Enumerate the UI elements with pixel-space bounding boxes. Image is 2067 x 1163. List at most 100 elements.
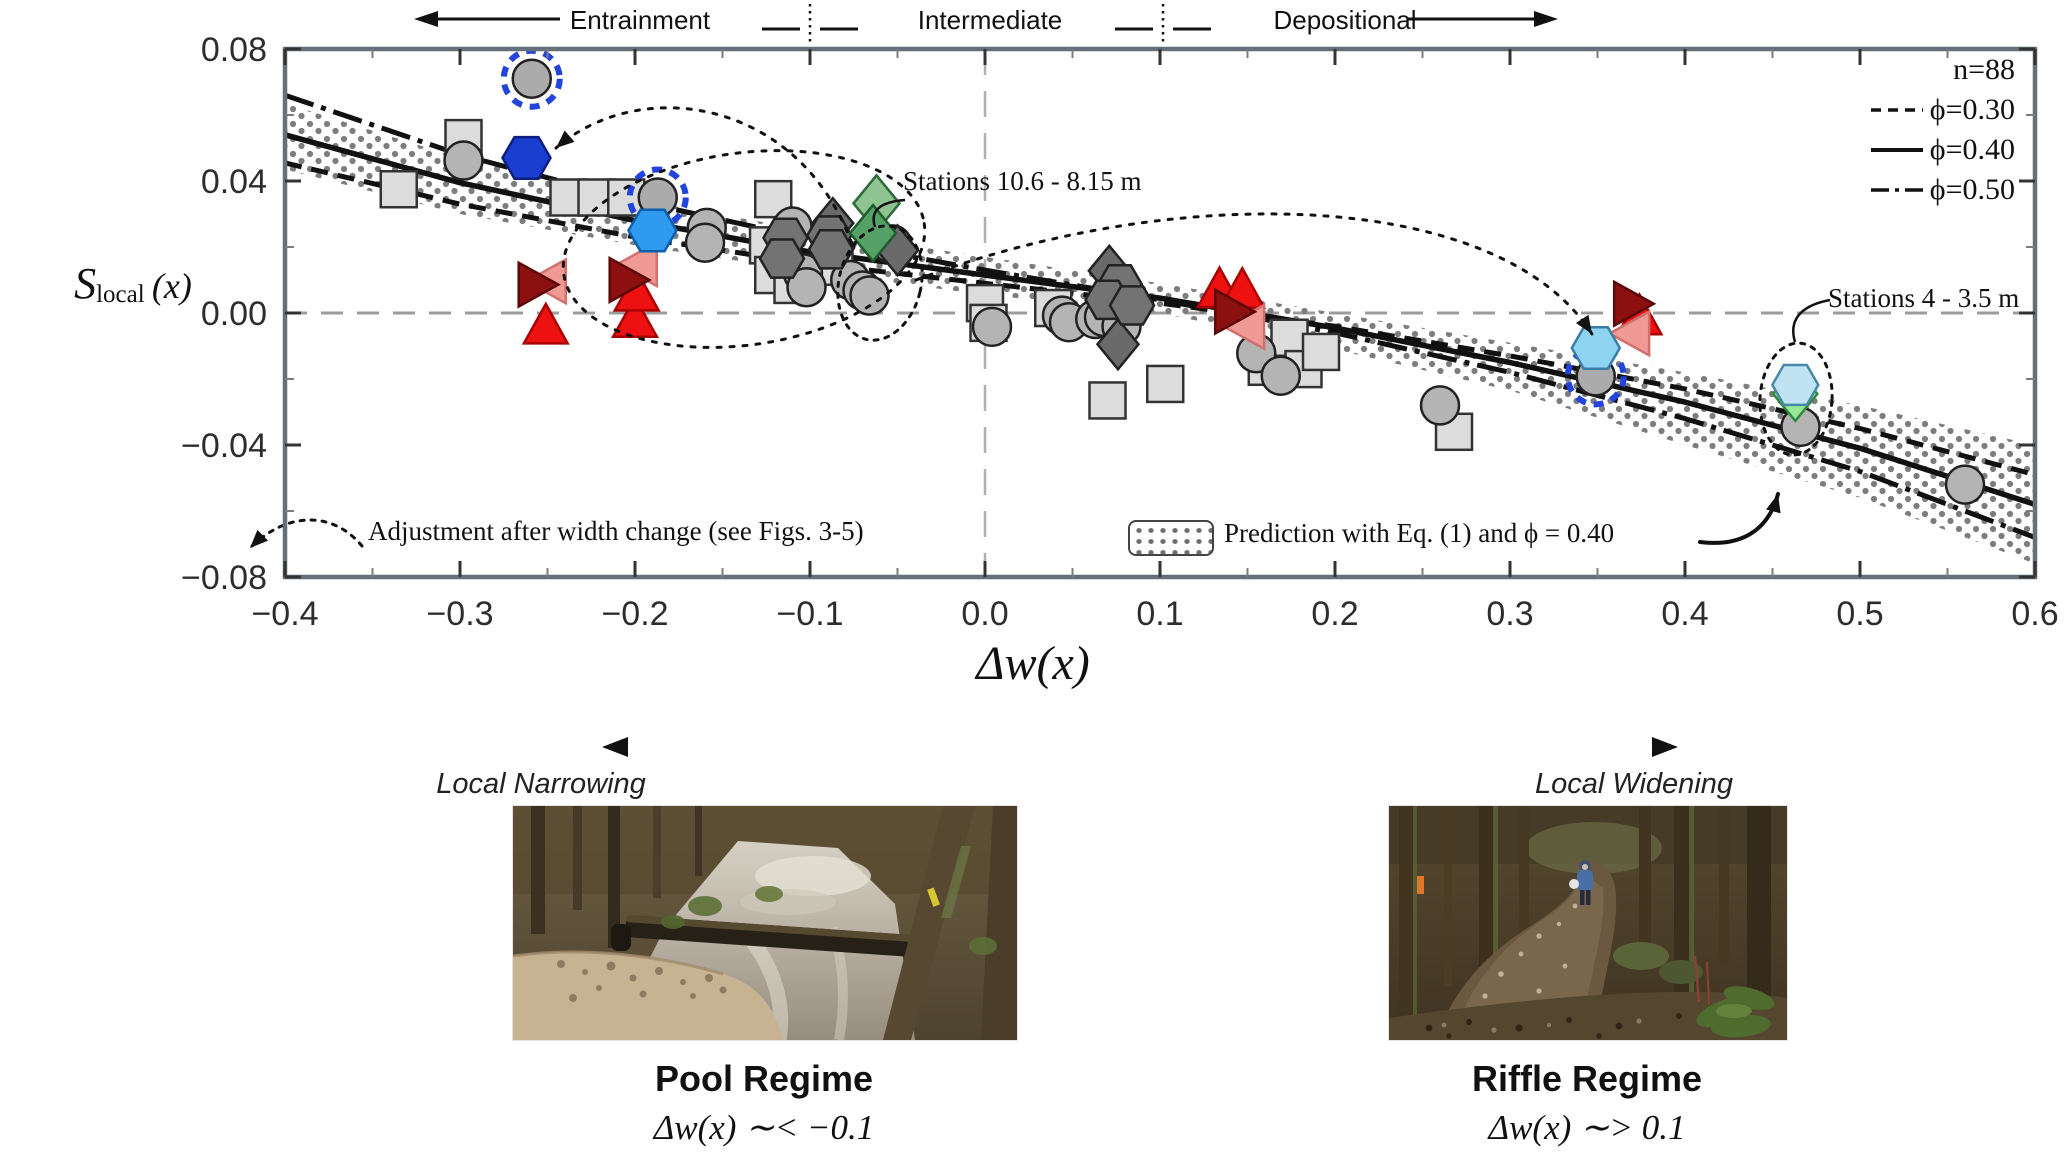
point-pink-left-triangle bbox=[1606, 309, 1651, 358]
stations-upper-label: Stations 10.6 - 8.15 m bbox=[903, 166, 1142, 196]
point-station-square bbox=[1088, 381, 1127, 420]
dashed-line-icon bbox=[1870, 108, 1923, 112]
x-tick-label: 0.3 bbox=[1486, 595, 1533, 633]
local-widening-label: Local Widening bbox=[1534, 768, 1734, 800]
cluster-ellipse-large bbox=[561, 149, 927, 349]
point-darkred-right-triangle bbox=[517, 260, 561, 309]
legend-row-phi030: ϕ=0.30 bbox=[1870, 90, 2015, 130]
legend-label-phi050: ϕ=0.50 bbox=[1929, 173, 2015, 206]
y-tick-label: 0.04 bbox=[201, 163, 267, 201]
legend-row-phi040: ϕ=0.40 bbox=[1870, 130, 2015, 170]
x-tick-label: 0.0 bbox=[961, 595, 1008, 633]
legend-label-phi040: ϕ=0.40 bbox=[1929, 133, 2015, 166]
curve-phi-0.50 bbox=[284, 92, 2036, 540]
point-dark-hexagon bbox=[758, 238, 806, 279]
point-dark-hexagon bbox=[807, 229, 855, 270]
entrainment-label: Entrainment bbox=[569, 5, 711, 35]
prediction-band-swatch bbox=[1128, 520, 1214, 556]
adjustment-arrow bbox=[248, 518, 364, 550]
riffle-regime-photo bbox=[1388, 805, 1788, 1041]
arrow-to-blue-hexagon-head bbox=[556, 130, 575, 148]
point-station-circle bbox=[971, 306, 1013, 348]
depositional-label: Depositional bbox=[1273, 5, 1417, 35]
stations-right-ellipse bbox=[1758, 341, 1834, 457]
stations-right-leader bbox=[1792, 298, 1831, 343]
dashdot-line-icon bbox=[1870, 188, 1923, 192]
x-tick-label: 0.2 bbox=[1311, 595, 1358, 633]
point-station-circle bbox=[786, 267, 827, 308]
regime-divider-right bbox=[1115, 4, 1211, 42]
curve-phi-0.30 bbox=[284, 160, 2036, 478]
x-tick-label: −0.2 bbox=[601, 595, 668, 633]
x-tick-label: 0.6 bbox=[2011, 595, 2058, 633]
point-station-circle bbox=[443, 140, 484, 181]
arrow-to-blue-hexagon bbox=[554, 106, 854, 246]
pool-regime-photo bbox=[512, 805, 1018, 1041]
prediction-note: Prediction with Eq. (1) and ϕ = 0.40 bbox=[1224, 518, 1615, 548]
point-station-square bbox=[1270, 318, 1309, 357]
log-across-stream bbox=[625, 915, 930, 958]
point-blue-hexagon-sky bbox=[1570, 325, 1622, 371]
entrainment-arrow-icon bbox=[414, 11, 560, 27]
point-dark-hexagon bbox=[1108, 285, 1156, 326]
x-tick-label: −0.1 bbox=[776, 595, 843, 633]
y-tick-label: −0.04 bbox=[181, 427, 267, 465]
pool-regime-title: Pool Regime bbox=[654, 1058, 874, 1099]
legend-n-row: n=88 bbox=[1871, 50, 2015, 90]
x-axis-title: Δw(x) bbox=[976, 637, 1090, 690]
point-ringed-circle bbox=[511, 58, 552, 99]
stations-right-label: Stations 4 - 3.5 m bbox=[1828, 283, 2020, 313]
regime-header-graphics bbox=[414, 4, 1558, 42]
point-darkred-right-triangle bbox=[1213, 287, 1258, 336]
point-blue-hexagon-medium bbox=[627, 208, 678, 253]
point-station-square bbox=[379, 170, 418, 209]
y-axis-title: Slocal (x) bbox=[74, 259, 192, 309]
point-red-up-triangle bbox=[610, 294, 660, 339]
prediction-arrow bbox=[1698, 492, 1780, 545]
x-tick-label: 0.4 bbox=[1661, 595, 1708, 633]
point-station-circle bbox=[849, 275, 890, 316]
point-darkred-right-triangle bbox=[608, 255, 652, 305]
x-tick-label: 0.1 bbox=[1136, 595, 1183, 633]
local-narrowing-label: Local Narrowing bbox=[436, 768, 646, 800]
adjustment-arrow-head bbox=[250, 529, 269, 548]
x-tick-label: −0.4 bbox=[251, 595, 318, 633]
arrow-to-sky-hexagon-head bbox=[1575, 314, 1592, 334]
point-darkred-right-triangle bbox=[1612, 279, 1657, 328]
riffle-regime-title: Riffle Regime bbox=[1471, 1058, 1703, 1099]
person-figure bbox=[1569, 860, 1593, 905]
stations-upper-leader bbox=[872, 198, 906, 228]
depositional-arrow-icon bbox=[1408, 11, 1558, 27]
point-station-circle bbox=[1419, 385, 1461, 426]
point-dark-diamond bbox=[1095, 317, 1141, 372]
legend-label-phi030: ϕ=0.30 bbox=[1929, 93, 2015, 126]
pool-regime-equation: Δw(x) ∼< −0.1 bbox=[653, 1108, 875, 1147]
scatter-plot: −0.4 −0.3 −0.2 −0.1 0.0 0.1 0.2 0.3 0.4 0.5 0.6 0.0… bbox=[181, 31, 2059, 633]
x-tick-label: 0.5 bbox=[1836, 595, 1883, 633]
y-tick-label: 0.08 bbox=[201, 31, 267, 69]
point-station-circle bbox=[1260, 355, 1301, 396]
point-green-diamond-lower bbox=[848, 203, 898, 264]
point-station-square bbox=[1301, 332, 1341, 372]
stations-upper-ellipse bbox=[836, 224, 924, 342]
arrow-to-sky-hexagon bbox=[914, 212, 1594, 336]
narrowing-widening-arrow-icon bbox=[602, 737, 1678, 757]
legend: n=88 ϕ=0.30 ϕ=0.40 ϕ=0.50 bbox=[1870, 50, 2015, 210]
intermediate-label: Intermediate bbox=[917, 5, 1063, 35]
point-station-square bbox=[1146, 364, 1185, 404]
riffle-regime-equation: Δw(x) ∼> 0.1 bbox=[1488, 1108, 1686, 1147]
point-blue-hexagon-pale bbox=[1770, 363, 1820, 407]
prediction-arrow-head bbox=[1766, 494, 1781, 514]
legend-row-phi050: ϕ=0.50 bbox=[1870, 170, 2015, 210]
solid-line-icon bbox=[1870, 148, 1923, 152]
y-tick-label: 0.00 bbox=[201, 295, 267, 333]
point-blue-hexagon-dark bbox=[501, 135, 552, 180]
adjustment-note: Adjustment after width change (see Figs.… bbox=[368, 516, 864, 546]
y-tick-label: −0.08 bbox=[181, 559, 267, 597]
point-station-circle bbox=[684, 222, 726, 263]
point-station-circle bbox=[1944, 464, 1986, 505]
x-tick-label: −0.3 bbox=[426, 595, 493, 633]
legend-n-value: n=88 bbox=[1953, 53, 2015, 86]
point-red-up-triangle bbox=[521, 301, 570, 345]
